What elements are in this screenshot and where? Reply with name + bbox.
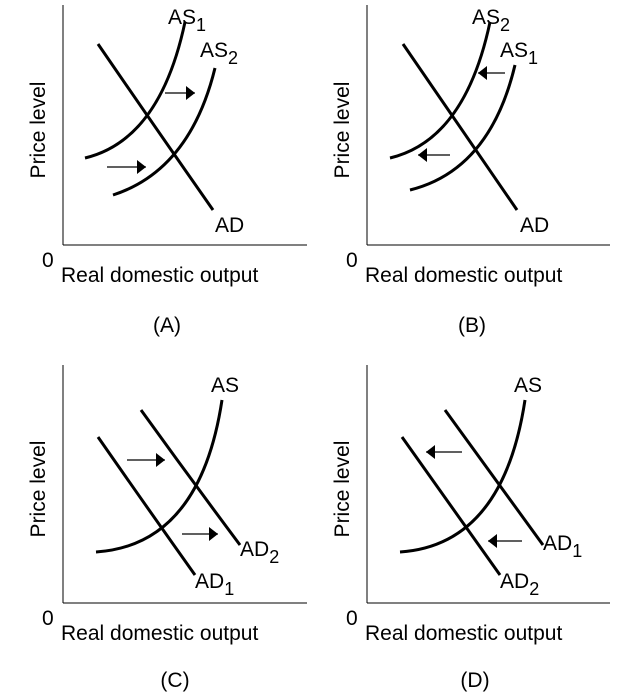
curve-label-text: AD [215,214,244,237]
curve-label: AD1 [195,570,234,599]
curve [95,399,224,554]
y-axis-label: Price level [331,441,354,538]
origin-label: 0 [346,607,358,630]
curve-label-text: AD [543,532,572,555]
curve-label-subscript: 1 [528,48,538,68]
x-axis-label: Real domestic output [61,622,258,645]
arrow-head [478,66,487,80]
curve [401,43,519,211]
curve-label-text: AD [240,538,269,561]
panel-caption: (B) [458,314,486,337]
curve [112,67,217,197]
curve-label: AS1 [168,6,206,35]
curve-label-subscript: 2 [228,48,238,68]
curve-label-text: AD [500,570,529,593]
curve-label: AS1 [500,39,538,68]
panel-caption: (D) [460,669,489,692]
curve-label-text: AS [200,39,228,62]
arrow-head [488,534,497,548]
y-axis-label: Price level [331,82,354,179]
curve-label: AD2 [500,570,539,599]
curve [443,409,545,546]
y-axis-label: Price level [27,441,50,538]
curve [96,436,197,576]
curve-label: AS [514,374,542,397]
arrow-head [426,445,435,459]
curve-label-subscript: 1 [196,15,206,35]
curve-label: AD2 [240,538,279,567]
curve-label-text: AS [500,39,528,62]
curve-label-subscript: 2 [269,547,279,567]
curve-label-text: AS [211,374,239,397]
curve-label-text: AD [195,570,224,593]
panel-caption: (C) [160,669,189,692]
origin-label: 0 [346,249,358,272]
curve-label: AD [520,214,549,237]
curve [96,43,215,211]
x-axis-label: Real domestic output [61,264,258,287]
curve-label: AS [211,374,239,397]
curve-label-subscript: 2 [500,15,510,35]
curve-label-text: AD [520,214,549,237]
origin-label: 0 [42,249,54,272]
arrow-head [186,86,195,100]
curve-label-subscript: 1 [572,541,582,561]
curve [399,399,527,554]
curve-label-text: AS [168,6,196,29]
y-axis-label: Price level [27,82,50,179]
curve-label-text: AS [472,6,500,29]
arrow-head [156,453,165,467]
curve [139,409,242,546]
curve-label: AS2 [472,6,510,35]
curve-label-text: AS [514,374,542,397]
origin-label: 0 [42,607,54,630]
curve-label-subscript: 2 [529,579,539,599]
arrow-head [137,160,146,174]
x-axis-label: Real domestic output [365,622,562,645]
arrow-head [418,148,427,162]
curve [400,436,502,576]
curve-label: AD [215,214,244,237]
panel-caption: (A) [153,314,181,337]
curve-label: AS2 [200,39,238,68]
x-axis-label: Real domestic output [365,264,562,287]
curve-label: AD1 [543,532,582,561]
arrow-head [209,527,218,541]
curve-label-subscript: 1 [224,579,234,599]
